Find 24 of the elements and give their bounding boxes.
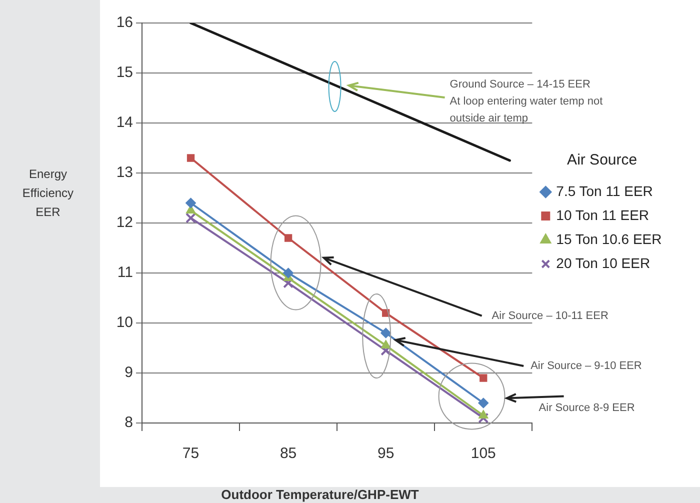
y-tick-label: 10: [116, 314, 133, 332]
y-tick-label: 16: [116, 14, 133, 32]
legend-label: 7.5 Ton 11 EER: [556, 182, 653, 199]
legend-label: 15 Ton 10.6 EER: [556, 230, 662, 247]
annotation: Air Source – 10-11 EER: [492, 310, 608, 322]
x-tick-label: 95: [378, 445, 394, 462]
annotation: Ground Source – 14-15 EER At loop entering water temp not outside air temp: [450, 78, 603, 125]
x-tick-label: 75: [182, 445, 200, 462]
x-axis-title: Outdoor Temperature/GHP-EWT: [220, 487, 420, 502]
y-tick-label: 13: [116, 164, 133, 182]
y-tick-label: 15: [116, 64, 133, 82]
legend-label: 20 Ton 10 EER: [556, 254, 650, 271]
y-tick-label: 11: [117, 264, 133, 282]
y-axis-title: Energy Efficiency EER: [21, 166, 75, 221]
annotation: Air Source – 9-10 EER: [530, 360, 642, 372]
y-tick-label: 12: [116, 214, 133, 232]
legend-label: 10 Ton 11 EER: [556, 206, 650, 223]
x-tick-label: 85: [280, 445, 297, 462]
x-tick-label: 105: [470, 445, 496, 462]
text: Air Source 8-9 EER: [538, 402, 635, 414]
y-tick-label: 8: [124, 414, 133, 432]
legend-title: Air Source: [567, 152, 638, 169]
y-tick-label: 14: [116, 114, 133, 132]
y-tick-label: 9: [124, 364, 133, 382]
